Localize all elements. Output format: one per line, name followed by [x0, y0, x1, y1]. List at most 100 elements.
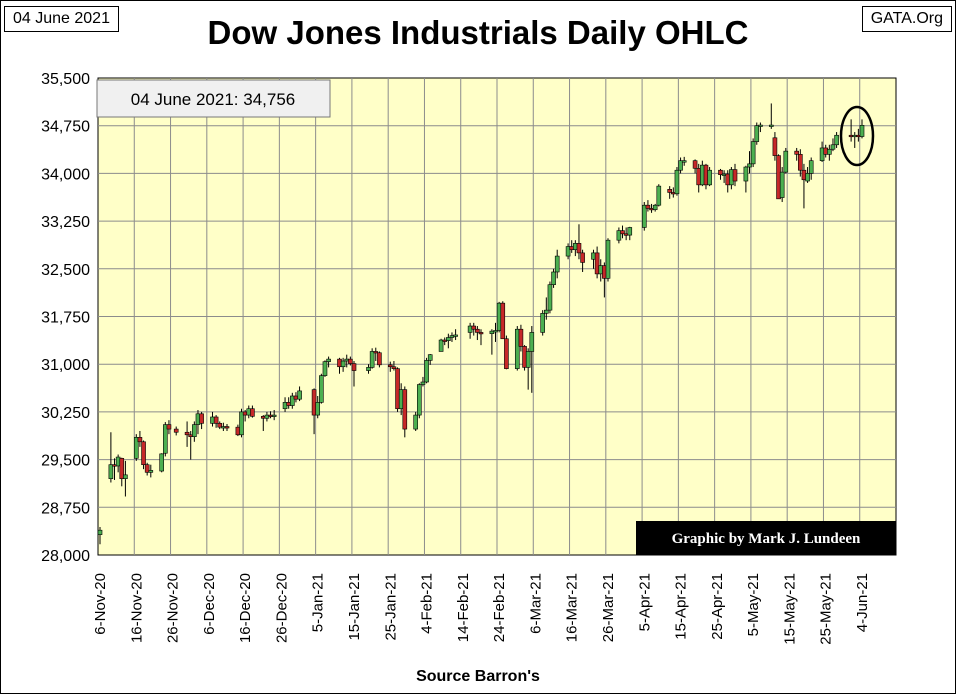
candle-body-up [758, 124, 763, 127]
y-tick-label: 31,750 [41, 310, 90, 327]
credit-box: Graphic by Mark J. Lundeen [636, 521, 896, 555]
candle-body-down [391, 366, 397, 369]
candle [758, 122, 763, 133]
candle [779, 167, 785, 203]
candle [544, 297, 549, 320]
candle [500, 301, 506, 340]
candle-body-down [798, 154, 803, 171]
candle [424, 357, 429, 384]
candle [438, 338, 444, 352]
candle [322, 360, 328, 377]
candle [551, 268, 556, 288]
candle-body-up [754, 125, 760, 142]
candle [594, 246, 600, 279]
candle-body-up [652, 204, 658, 210]
candle [692, 159, 698, 174]
x-tick-label: 6-Dec-20 [201, 573, 218, 635]
candle-body-up [97, 529, 103, 535]
candle [565, 243, 571, 260]
candle [805, 167, 810, 183]
x-axis: 6-Nov-20 16-Nov-20 26-Nov-20 6-Dec-20 16-Dec… [92, 573, 871, 645]
candle-body-up [438, 339, 444, 352]
candle [366, 364, 371, 374]
annotation-text: 04 June 2021: 34,756 [131, 90, 295, 109]
candle-body-up [743, 166, 749, 182]
candle [453, 329, 458, 341]
candle-body-up [108, 464, 114, 479]
candle [772, 132, 778, 161]
candle-body-down [580, 252, 585, 263]
candle-body-down [500, 302, 506, 340]
candle [319, 373, 324, 404]
candle [213, 415, 219, 428]
x-tick-label: 5-May-21 [745, 573, 762, 636]
candle-body-up [271, 414, 277, 417]
candle-body-up [340, 360, 346, 368]
candle-body-up [424, 360, 429, 383]
x-tick-label: 5-Apr-21 [636, 573, 653, 631]
candle [119, 457, 125, 487]
candle [475, 326, 480, 341]
candle [529, 326, 535, 393]
x-tick-label: 16-Mar-21 [564, 573, 581, 642]
x-tick-label: 26-Mar-21 [600, 573, 617, 642]
candle [707, 167, 712, 187]
candle-body-down [402, 389, 408, 430]
candle [387, 361, 393, 372]
candle [674, 167, 680, 196]
y-tick-label: 35,500 [41, 71, 90, 88]
candle [420, 376, 426, 387]
candle-body-up [290, 395, 295, 406]
candle [326, 356, 331, 368]
candle [369, 348, 375, 369]
candle-body-up [768, 124, 774, 127]
candle [271, 409, 277, 421]
candle-body-down [667, 189, 672, 193]
candle-body-down [137, 437, 143, 443]
candle-body-down [144, 464, 150, 473]
candle [427, 354, 433, 365]
candle-body-up [315, 402, 321, 416]
candle [504, 335, 509, 370]
candle-body-down [576, 243, 582, 254]
x-tick-label: 24-Feb-21 [491, 573, 508, 642]
candle-body-up [446, 337, 451, 341]
candle [580, 249, 585, 272]
candle [471, 322, 477, 336]
candle [373, 347, 379, 362]
candle-body-up [326, 358, 331, 362]
candle [667, 186, 672, 199]
candle [159, 453, 164, 473]
x-tick-label: 6-Nov-20 [92, 573, 109, 635]
candle-body-up [674, 169, 680, 195]
y-axis: 28,000 28,750 29,500 30,250 31,000 31,750 32,5… [41, 71, 90, 565]
candle-body-up [159, 453, 164, 472]
candle [446, 333, 451, 349]
candle-body-up [420, 381, 426, 385]
candle-body-down [692, 160, 698, 169]
candle-body-up [805, 173, 810, 182]
candle-body-up [641, 204, 647, 228]
candle [108, 432, 114, 483]
candle-body-up [747, 163, 752, 168]
candle [489, 329, 495, 355]
candle [514, 326, 520, 371]
candle [747, 151, 752, 174]
x-tick-label: 16-Nov-20 [128, 573, 145, 643]
candle [518, 324, 524, 352]
candle-body-up [678, 160, 683, 171]
candle-body-up [834, 134, 839, 146]
candle [290, 392, 295, 409]
candle [133, 434, 139, 461]
candle [239, 408, 244, 438]
candle-body-up [489, 330, 495, 334]
y-tick-label: 29,500 [41, 453, 90, 470]
x-tick-label: 26-Nov-20 [165, 573, 182, 643]
candle [413, 411, 418, 431]
y-tick-label: 28,750 [41, 500, 90, 517]
candle [184, 421, 190, 447]
candle [547, 281, 553, 314]
candle-body-down [217, 423, 223, 428]
candle [718, 168, 723, 180]
